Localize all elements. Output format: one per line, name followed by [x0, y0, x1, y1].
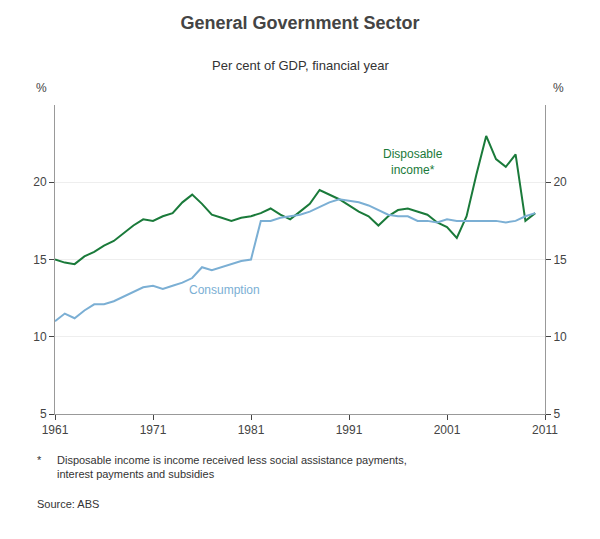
svg-text:General Government Sector: General Government Sector [180, 13, 419, 33]
svg-text:1991: 1991 [336, 423, 363, 437]
svg-text:*: * [37, 454, 42, 466]
svg-text:5: 5 [553, 407, 560, 421]
svg-text:20: 20 [33, 175, 47, 189]
svg-text:%: % [36, 81, 47, 95]
svg-text:10: 10 [553, 330, 567, 344]
svg-text:10: 10 [33, 330, 47, 344]
svg-text:Disposable income is income re: Disposable income is income received les… [57, 454, 407, 480]
svg-text:1961: 1961 [42, 423, 69, 437]
svg-text:5: 5 [40, 407, 47, 421]
svg-text:1971: 1971 [140, 423, 167, 437]
svg-text:20: 20 [553, 175, 567, 189]
svg-text:15: 15 [553, 253, 567, 267]
svg-text:15: 15 [33, 253, 47, 267]
svg-text:%: % [553, 81, 564, 95]
svg-text:2001: 2001 [434, 423, 461, 437]
svg-text:Consumption: Consumption [189, 283, 260, 297]
svg-text:Source: ABS: Source: ABS [37, 498, 99, 510]
svg-text:Per cent of GDP, financial yea: Per cent of GDP, financial year [212, 58, 389, 73]
svg-text:2011: 2011 [532, 423, 558, 437]
svg-text:1981: 1981 [238, 423, 265, 437]
svg-text:Disposableincome*: Disposableincome* [383, 147, 443, 177]
